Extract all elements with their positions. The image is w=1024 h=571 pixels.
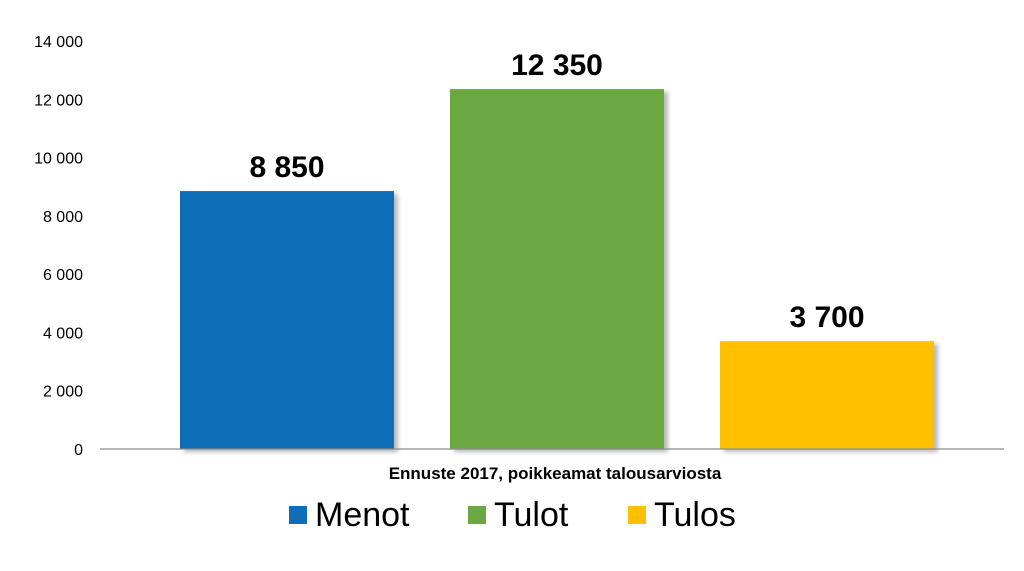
- legend-label-tulot: Tulot: [494, 496, 569, 534]
- y-tick-label: 0: [74, 442, 83, 459]
- data-label-tulot: 12 350: [511, 49, 603, 82]
- y-tick-label: 4 000: [43, 325, 83, 342]
- data-label-menot: 8 850: [249, 151, 324, 184]
- legend-swatch-menot: [289, 506, 307, 524]
- legend-swatch-tulot: [468, 506, 486, 524]
- bars: 8 850 12 350 3 700: [180, 49, 934, 450]
- y-tick-label: 8 000: [43, 209, 83, 226]
- bar-tulos: [720, 341, 934, 449]
- category-label: Ennuste 2017, poikkeamat talousarviosta: [389, 464, 722, 483]
- data-label-tulos: 3 700: [789, 301, 864, 334]
- legend: Menot Tulot Tulos: [289, 496, 736, 534]
- y-axis-ticks: 0 2 000 4 000 6 000 8 000 10 000 12 000 14 000: [34, 34, 83, 459]
- legend-swatch-tulos: [628, 506, 646, 524]
- bar-tulot: [450, 89, 664, 449]
- legend-label-menot: Menot: [315, 496, 410, 534]
- y-tick-label: 2 000: [43, 384, 83, 401]
- y-tick-label: 12 000: [34, 92, 83, 109]
- legend-label-tulos: Tulos: [654, 496, 736, 534]
- y-tick-label: 10 000: [34, 151, 83, 168]
- bar-menot: [180, 191, 394, 450]
- y-tick-label: 14 000: [34, 34, 83, 51]
- y-tick-label: 6 000: [43, 267, 83, 284]
